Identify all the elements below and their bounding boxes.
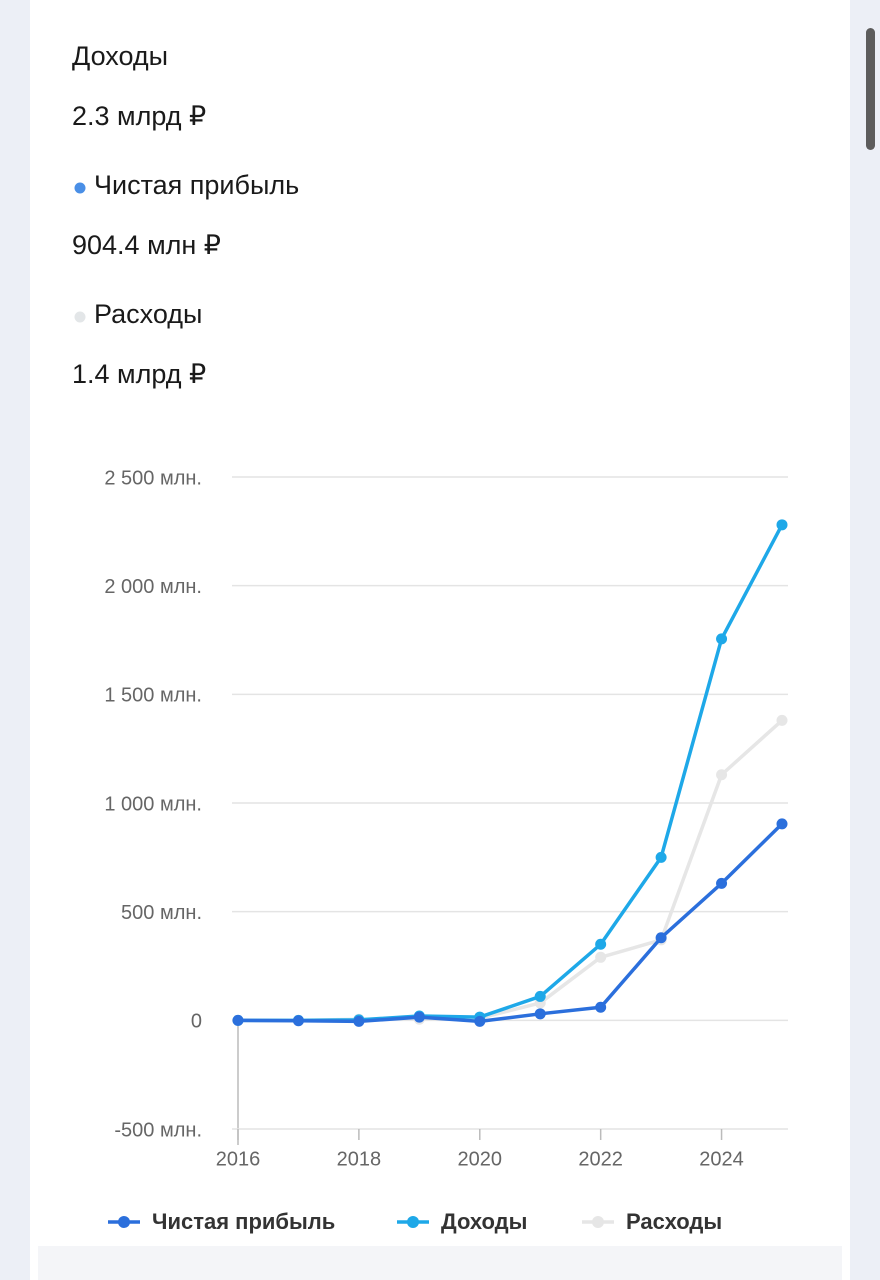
legend-label: Чистая прибыль (152, 1209, 335, 1234)
summary: Доходы 2.3 млрд ₽ Чистая прибыль 904.4 млн … (72, 41, 299, 389)
legend-dot (74, 311, 86, 323)
point (595, 951, 607, 963)
point (595, 938, 607, 950)
y-tick-label: 0 (191, 1011, 202, 1033)
summary-value: 1.4 млрд ₽ (72, 359, 206, 389)
summary-label: Чистая прибыль (94, 170, 299, 200)
summary-label: Доходы (72, 41, 168, 71)
legend-label: Доходы (441, 1209, 527, 1234)
point (595, 1001, 607, 1013)
y-tick-label: 500 млн. (121, 902, 202, 924)
legend-dot (592, 1216, 604, 1228)
y-tick-label: 1 500 млн. (104, 685, 202, 707)
point (716, 769, 728, 781)
legend-label: Расходы (626, 1209, 722, 1234)
y-tick-label: 1 000 млн. (104, 793, 202, 815)
grid: -500 млн. 0 500 млн. 1 000 млн. 1 500 млн. 2 … (104, 467, 788, 1170)
legend-dot (74, 182, 86, 194)
legend-dot (118, 1216, 130, 1228)
point (534, 1008, 546, 1020)
x-tick-label: 2020 (458, 1148, 503, 1170)
point (776, 714, 788, 726)
x-tick-label: 2016 (216, 1148, 261, 1170)
point (776, 818, 788, 830)
summary-value: 2.3 млрд ₽ (72, 101, 206, 131)
next-card (38, 1246, 842, 1280)
point (655, 932, 667, 944)
point (353, 1015, 365, 1027)
point (474, 1015, 486, 1027)
point (716, 877, 728, 889)
y-tick-label: -500 млн. (114, 1119, 202, 1141)
series-line (237, 822, 784, 1024)
summary-label: Расходы (94, 299, 202, 329)
point (776, 519, 788, 531)
y-tick-label: 2 500 млн. (104, 467, 202, 489)
point (534, 990, 546, 1002)
plot (232, 519, 788, 1027)
x-tick-label: 2022 (578, 1148, 623, 1170)
point (716, 633, 728, 645)
y-tick-label: 2 000 млн. (104, 576, 202, 598)
point (292, 1015, 304, 1027)
legend: Чистая прибыль Доходы Расходы (108, 1209, 722, 1234)
x-tick-label: 2024 (699, 1148, 744, 1170)
summary-value: 904.4 млн ₽ (72, 230, 221, 260)
point (655, 851, 667, 863)
point (413, 1011, 425, 1023)
point (232, 1014, 244, 1026)
legend-dot (407, 1216, 419, 1228)
scrollbar (866, 28, 875, 150)
card (30, 0, 850, 1280)
x-tick-label: 2018 (337, 1148, 382, 1170)
